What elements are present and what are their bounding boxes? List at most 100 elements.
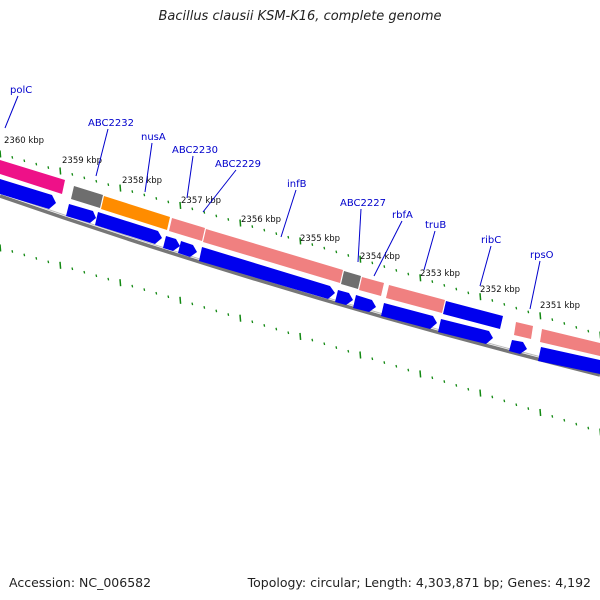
minor-tick: [11, 155, 14, 159]
gene-label-ABC2229: ABC2229: [215, 159, 261, 170]
minor-tick: [431, 280, 434, 283]
major-tick: [359, 255, 362, 263]
leader-ribC: [479, 245, 492, 287]
minor-tick: [587, 426, 590, 430]
minor-tick: [71, 172, 74, 176]
feature-gray-2: [341, 271, 361, 289]
leader-nusA: [144, 142, 153, 193]
accession-text: Accession: NC_006582: [9, 575, 152, 590]
major-tick: [419, 370, 422, 378]
feature-magenta: [0, 160, 65, 194]
feature-pink-4: [386, 285, 445, 313]
minor-tick: [503, 302, 506, 306]
gene-arrow-7: [335, 290, 353, 305]
kbp-label: 2359 kbp: [62, 156, 102, 166]
gene-arrow-6: [199, 247, 335, 299]
minor-tick: [527, 407, 530, 410]
minor-tick: [47, 260, 50, 264]
major-tick: [299, 237, 302, 245]
minor-tick: [443, 283, 446, 287]
kbp-label: 2355 kbp: [300, 234, 340, 244]
minor-tick: [263, 324, 266, 327]
inner-tick-row: [0, 244, 600, 436]
leader-ABC2229: [202, 169, 237, 213]
minor-tick: [83, 270, 86, 274]
minor-tick: [251, 225, 254, 228]
gene-label-ABC2227: ABC2227: [340, 198, 386, 209]
minor-tick: [203, 210, 206, 214]
minor-tick: [407, 272, 410, 276]
outer-tick-row: [0, 150, 600, 339]
minor-tick: [455, 287, 458, 291]
minor-tick: [47, 166, 50, 169]
feature-pink-5: [514, 322, 533, 339]
minor-tick: [131, 190, 134, 193]
kbp-label: 2356 kbp: [241, 215, 281, 225]
gene-arrow-12: [538, 347, 600, 374]
major-tick: [359, 351, 362, 359]
leader-truB: [423, 230, 436, 271]
minor-tick: [515, 306, 518, 310]
minor-tick: [431, 376, 434, 380]
major-tick: [119, 184, 122, 192]
gene-arrow-5: [178, 241, 197, 257]
minor-tick: [167, 295, 170, 299]
minor-tick: [107, 183, 110, 187]
minor-tick: [191, 207, 194, 211]
minor-tick: [107, 277, 110, 281]
leader-ABC2230: [186, 155, 194, 199]
map-title: Bacillus clausii KSM-K16, complete genom…: [158, 9, 442, 24]
minor-tick: [551, 318, 554, 322]
kbp-label: 2358 kbp: [122, 176, 162, 186]
minor-tick: [323, 246, 326, 250]
minor-tick: [503, 399, 506, 403]
gene-arrow-1: [0, 179, 56, 209]
major-tick: [59, 261, 62, 269]
feature-pink-6: [540, 329, 600, 356]
minor-tick: [563, 418, 566, 422]
minor-tick: [407, 368, 410, 372]
minor-tick: [395, 268, 398, 272]
major-tick: [239, 219, 242, 227]
major-tick: [539, 408, 542, 417]
minor-tick: [251, 320, 254, 324]
leader-infB: [280, 189, 297, 238]
minor-tick: [563, 322, 566, 325]
major-tick: [479, 389, 482, 397]
kbp-label: 2351 kbp: [540, 301, 580, 311]
gene-arrow-10: [438, 319, 493, 344]
minor-tick: [287, 331, 290, 335]
gene-label-ABC2230: ABC2230: [172, 145, 218, 156]
minor-tick: [95, 179, 98, 183]
feature-orange: [101, 196, 170, 230]
minor-tick: [143, 193, 146, 197]
minor-tick: [575, 325, 578, 329]
leader-rbfA: [373, 220, 403, 277]
minor-tick: [167, 200, 170, 204]
minor-tick: [455, 383, 458, 387]
minor-tick: [275, 232, 278, 236]
minor-tick: [515, 403, 518, 407]
gene-label-infB: infB: [287, 179, 307, 190]
major-tick: [299, 332, 302, 340]
kbp-label: 2353 kbp: [420, 269, 460, 279]
minor-tick: [11, 250, 14, 253]
major-tick: [59, 167, 62, 175]
minor-tick: [155, 291, 158, 295]
feature-pink-2: [203, 229, 343, 283]
feature-blue-outer: [443, 301, 503, 329]
gene-arrow-9: [381, 303, 437, 329]
minor-tick: [527, 310, 530, 314]
minor-tick: [191, 302, 194, 306]
feature-pink-3: [359, 277, 384, 296]
major-tick: [119, 279, 122, 287]
kbp-label-group: 2360 kbp 2359 kbp 2358 kbp 2357 kbp 2356…: [4, 136, 580, 311]
minor-tick: [491, 299, 494, 302]
gene-arrow-11: [509, 340, 527, 354]
minor-tick: [23, 159, 26, 163]
minor-tick: [587, 329, 590, 333]
kbp-label: 2357 kbp: [181, 196, 221, 206]
gene-label-ABC2232: ABC2232: [88, 118, 134, 129]
leader-ABC2227: [357, 208, 362, 263]
